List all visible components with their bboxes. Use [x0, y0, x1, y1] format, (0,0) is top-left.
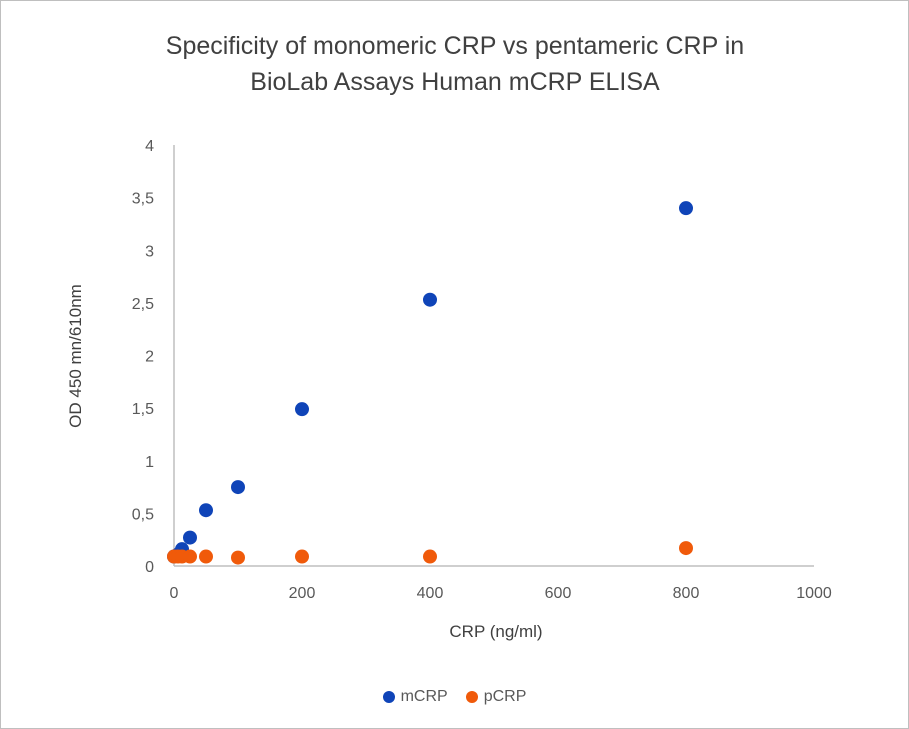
y-tick-label: 1,5 — [132, 401, 154, 418]
legend-marker-pcrp — [465, 691, 478, 703]
y-tick-label: 0 — [145, 559, 154, 576]
data-point-pcrp — [423, 549, 437, 564]
data-point-mcrp — [423, 292, 437, 307]
chart-title-line-2: BioLab Assays Human mCRP ELISA — [250, 68, 660, 96]
legend-marker-mcrp — [382, 691, 395, 703]
y-tick-label: 2,5 — [132, 296, 154, 313]
y-tick-label: 3,5 — [132, 191, 154, 208]
data-point-pcrp — [183, 549, 197, 564]
data-point-mcrp — [199, 503, 213, 518]
series-pcrp — [167, 541, 693, 565]
y-tick-label: 3 — [145, 243, 154, 260]
chart-title-line-1: Specificity of monomeric CRP vs pentamer… — [165, 32, 745, 60]
data-point-pcrp — [295, 549, 309, 564]
data-point-pcrp — [199, 549, 213, 564]
x-axis-label: CRP (ng/ml) — [449, 622, 542, 641]
data-point-mcrp — [183, 530, 197, 545]
x-tick-label: 400 — [417, 585, 444, 602]
legend: mCRP pCRP — [0, 688, 909, 706]
legend-item-mcrp[interactable]: mCRP — [382, 688, 448, 706]
series-mcrp — [167, 201, 693, 564]
data-point-pcrp — [679, 541, 693, 556]
data-point-pcrp — [231, 550, 245, 565]
data-point-mcrp — [231, 480, 245, 495]
x-tick-label: 600 — [545, 585, 572, 602]
legend-label-pcrp: pCRP — [483, 688, 527, 705]
legend-item-pcrp[interactable]: pCRP — [465, 688, 527, 706]
x-tick-label: 1000 — [796, 585, 832, 602]
x-tick-label: 200 — [289, 585, 316, 602]
y-tick-label: 1 — [145, 454, 154, 471]
y-axis-label: OD 450 mn/610nm — [66, 284, 85, 428]
data-point-mcrp — [295, 402, 309, 417]
x-tick-label: 0 — [170, 585, 179, 602]
legend-label-mcrp: mCRP — [400, 688, 448, 705]
y-tick-label: 2 — [145, 349, 154, 366]
y-tick-label: 0,5 — [132, 506, 154, 523]
chart-title: Specificity of monomeric CRP vs pentamer… — [100, 28, 810, 100]
x-tick-label: 800 — [673, 585, 700, 602]
data-point-mcrp — [679, 201, 693, 216]
y-tick-label: 4 — [145, 138, 154, 155]
